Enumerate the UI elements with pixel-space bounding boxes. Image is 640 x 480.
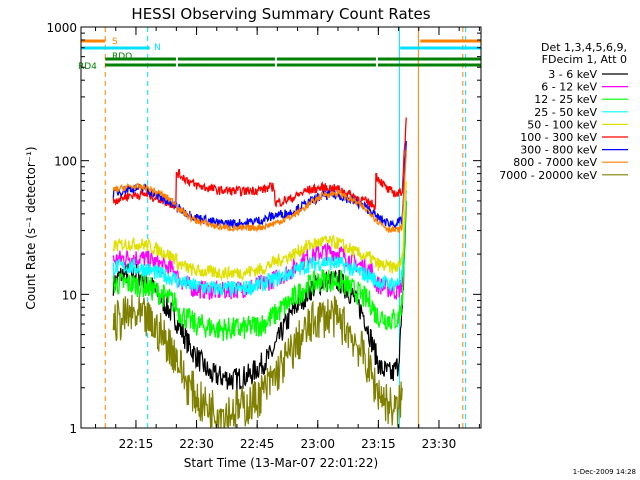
x-axis-label: Start Time (13-Mar-07 22:01:22): [184, 456, 378, 470]
legend-entry-label-8: 7000 - 20000 keV: [499, 169, 597, 182]
x-tick-label-4: 23:15: [361, 437, 396, 451]
series-line-7: [112, 150, 407, 234]
y-tick-label-1: 10: [62, 288, 77, 302]
legend-entry-label-1: 6 - 12 keV: [541, 81, 597, 94]
axes: 22:15 22:30 22:45 23:00 23:15 23:30 1 10 100 1000: [46, 21, 481, 451]
flag-label-rdo: RDO: [112, 52, 132, 62]
x-tick-label-0: 22:15: [119, 437, 154, 451]
chart-title: HESSI Observing Summary Count Rates: [131, 5, 430, 23]
flag-label-s: S: [112, 37, 118, 47]
y-tick-label-2: 100: [54, 155, 77, 169]
series-line-6: [112, 141, 407, 230]
series-line-3: [112, 190, 407, 298]
flag-label-rd4: RD4: [78, 62, 97, 72]
x-tick-label-2: 22:45: [240, 437, 275, 451]
y-tick-label-3: 1000: [46, 21, 77, 35]
legend-entry-label-3: 25 - 50 keV: [534, 106, 597, 119]
timestamp: 1-Dec-2009 14:28: [573, 468, 636, 476]
flag-label-n: N: [154, 43, 161, 53]
x-tick-label-1: 22:30: [179, 437, 214, 451]
y-axis-label: Count Rate (s⁻¹ detector⁻¹): [24, 146, 38, 309]
y-tick-label-0: 1: [69, 422, 77, 436]
legend-header-0: Det 1,3,4,5,6,9,: [541, 41, 627, 54]
x-tick-label-3: 23:00: [300, 437, 335, 451]
instrument-markers: [80, 27, 467, 428]
legend-entry-label-4: 50 - 100 keV: [527, 118, 597, 131]
legend-header-1: FDecim 1, Att 0: [542, 53, 627, 66]
legend-entry-label-5: 100 - 300 keV: [520, 131, 597, 144]
series-line-8: [112, 294, 403, 428]
legend: Det 1,3,4,5,6,9,FDecim 1, Att 0 3 - 6 keV…: [499, 41, 628, 182]
series-line-4: [112, 181, 407, 282]
state-flags: S N RDO RD4: [78, 37, 481, 72]
legend-entry-label-7: 800 - 7000 keV: [513, 156, 597, 169]
series-line-2: [112, 200, 407, 342]
x-tick-label-5: 23:30: [422, 437, 457, 451]
plot-frame: [80, 26, 482, 429]
legend-entry-label-6: 300 - 800 keV: [520, 144, 597, 157]
legend-entry-label-2: 12 - 25 keV: [534, 93, 597, 106]
legend-entry-label-0: 3 - 6 keV: [548, 68, 597, 81]
series-lines: [112, 117, 407, 428]
